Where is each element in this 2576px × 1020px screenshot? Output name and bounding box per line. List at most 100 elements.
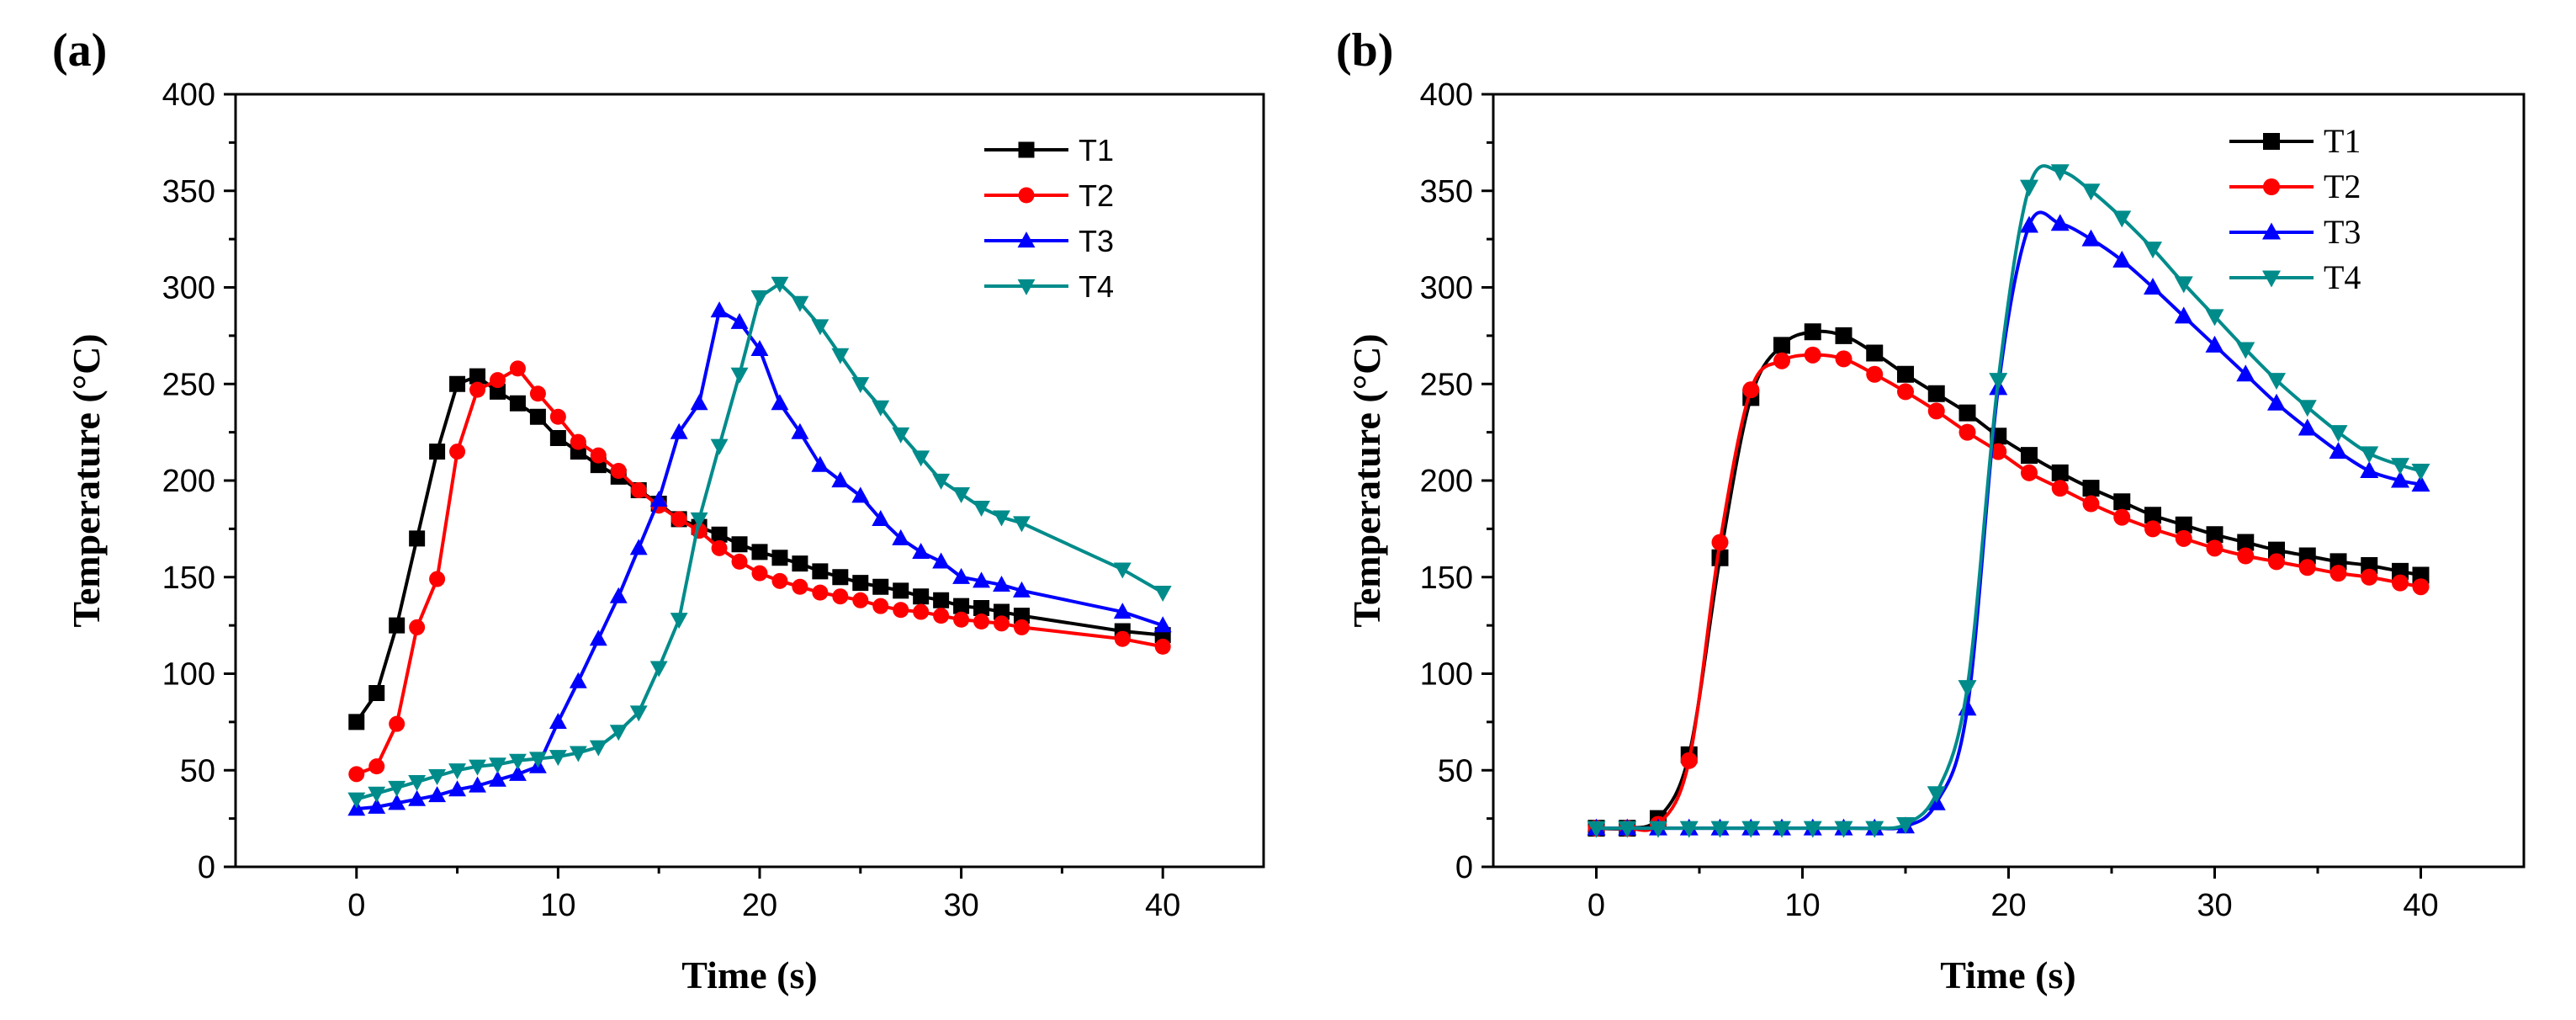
data-point: [731, 536, 748, 553]
y-tick-label: 150: [162, 560, 215, 596]
data-point: [388, 794, 406, 810]
data-point: [1897, 365, 1914, 383]
data-point: [892, 427, 910, 444]
data-point: [489, 383, 506, 400]
y-tick-label: 50: [180, 753, 215, 789]
data-point: [609, 587, 628, 603]
series-t2: [348, 360, 1171, 783]
data-point: [1013, 581, 1031, 598]
legend-marker: [1018, 187, 1035, 204]
data-point: [1773, 821, 1791, 838]
data-point: [892, 529, 910, 545]
data-point: [711, 526, 728, 543]
data-point: [509, 395, 526, 412]
data-point: [811, 455, 830, 472]
data-point: [368, 758, 385, 775]
data-point: [1927, 402, 1945, 420]
data-point: [711, 539, 728, 556]
y-tick-label: 200: [162, 464, 215, 499]
data-point: [912, 542, 930, 559]
y-tick-label: 350: [1420, 174, 1473, 210]
data-point: [2360, 461, 2379, 479]
data-point: [2329, 442, 2348, 460]
data-point: [1741, 821, 1761, 838]
data-point: [2206, 526, 2224, 544]
y-tick-label: 200: [1420, 464, 1473, 499]
series-t3: [347, 301, 1172, 816]
x-tick-label: 40: [2403, 888, 2438, 923]
data-point: [791, 422, 809, 439]
data-point: [2050, 164, 2070, 182]
data-point: [509, 764, 527, 781]
data-point: [1835, 350, 1852, 368]
data-point: [1013, 516, 1031, 533]
data-point: [731, 553, 748, 570]
data-point: [1711, 534, 1729, 551]
data-point: [2205, 309, 2224, 327]
data-point: [973, 599, 990, 616]
x-tick-label: 20: [742, 888, 777, 923]
data-point: [1990, 443, 2007, 460]
data-point: [832, 569, 849, 586]
data-point: [1958, 699, 1977, 716]
data-point: [952, 486, 971, 503]
data-point: [2206, 539, 2224, 557]
data-point: [1153, 616, 1172, 633]
data-point: [973, 614, 990, 630]
data-point: [893, 582, 909, 599]
data-point: [2051, 480, 2069, 497]
data-point: [1710, 821, 1730, 838]
data-point: [1835, 327, 1852, 344]
data-point: [1153, 586, 1172, 603]
data-point: [1587, 821, 1606, 838]
data-point: [1773, 337, 1790, 354]
legend-label: T2: [2324, 167, 2361, 205]
data-point: [2237, 534, 2255, 551]
data-point: [1680, 752, 1698, 769]
chart-a: (a) 0 10 20 30 40 0 50 100 150 200 250 300 350 400 T…: [52, 24, 1265, 996]
data-point: [449, 375, 466, 392]
x-tick-label: 30: [943, 888, 978, 923]
data-point: [590, 447, 607, 464]
data-point: [1013, 619, 1030, 635]
data-point: [1804, 323, 1821, 341]
legend-label: T1: [2324, 122, 2361, 160]
legend-item-t1: T1: [2229, 122, 2361, 160]
y-tick-label: 350: [162, 174, 215, 210]
data-point: [1834, 821, 1853, 838]
data-point: [730, 312, 749, 329]
y-tick-label: 250: [162, 367, 215, 402]
data-point: [2268, 541, 2285, 559]
data-point: [2330, 565, 2347, 582]
series-line-t2: [1596, 353, 2421, 832]
data-point: [368, 786, 386, 803]
data-point: [610, 463, 627, 480]
data-point: [2050, 214, 2070, 231]
data-point: [812, 584, 829, 601]
y-tick-label: 250: [1420, 367, 1473, 402]
data-point: [933, 592, 950, 608]
data-point: [690, 394, 708, 411]
legend-item-t1: T1: [984, 133, 1114, 167]
data-point: [710, 438, 729, 455]
data-point: [2144, 520, 2161, 538]
data-point: [1649, 821, 1667, 838]
data-point: [872, 509, 890, 526]
data-point: [469, 759, 486, 776]
y-tick-label: 50: [1438, 753, 1473, 789]
legend-label: T2: [1079, 178, 1114, 213]
legend-label: T3: [2324, 213, 2361, 251]
series-t2: [1587, 346, 2430, 837]
data-point: [2144, 242, 2162, 259]
data-point: [2298, 418, 2317, 436]
data-point: [509, 753, 527, 770]
series-t4: [347, 276, 1172, 809]
y-axis-b: 0 50 100 150 200 250 300 350 400: [1420, 77, 1493, 885]
data-point: [549, 712, 567, 729]
x-tick-label: 0: [347, 888, 365, 923]
data-point: [2298, 547, 2316, 565]
legend-label: T3: [1079, 224, 1114, 258]
data-point: [1113, 603, 1132, 619]
y-tick-label: 400: [162, 77, 215, 113]
legend-marker: [1017, 279, 1036, 295]
